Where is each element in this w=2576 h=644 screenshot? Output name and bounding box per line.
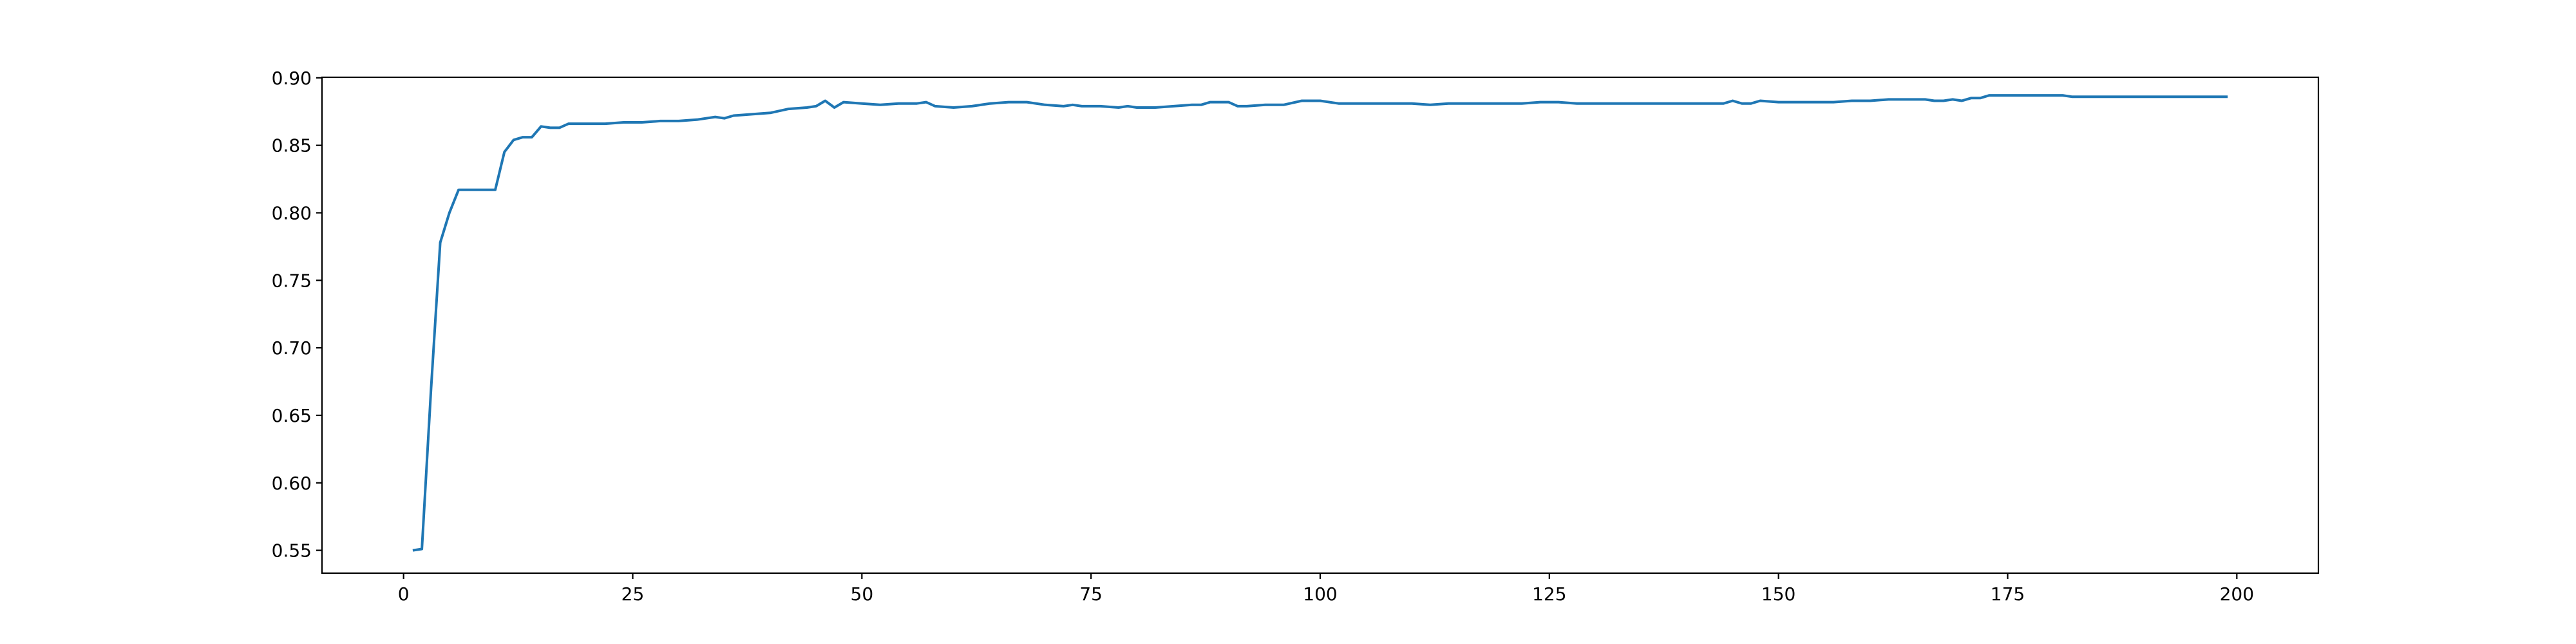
y-tick-label: 0.80 bbox=[272, 202, 312, 223]
y-tick-label: 0.75 bbox=[272, 270, 312, 291]
y-tick-label: 0.55 bbox=[272, 540, 312, 562]
x-tick-label: 50 bbox=[851, 583, 874, 605]
x-tick-label: 125 bbox=[1532, 583, 1566, 605]
x-tick-label: 175 bbox=[1991, 583, 2025, 605]
x-tick-label: 150 bbox=[1761, 583, 1795, 605]
series-line-1 bbox=[412, 94, 2228, 552]
axes-frame bbox=[321, 76, 2320, 574]
y-tick-label: 0.85 bbox=[272, 135, 312, 156]
y-tick-label: 0.70 bbox=[272, 337, 312, 359]
y-axis: 0.55 0.60 0.65 0.70 0.75 0.80 0.85 0.90 bbox=[272, 68, 322, 562]
y-tick-label: 0.90 bbox=[272, 68, 312, 89]
x-axis: 0 25 50 75 100 125 150 175 200 bbox=[398, 573, 2254, 605]
plot-area bbox=[412, 94, 2228, 552]
x-tick-label: 75 bbox=[1079, 583, 1103, 605]
y-tick-label: 0.60 bbox=[272, 473, 312, 494]
x-tick-label: 0 bbox=[398, 583, 410, 605]
y-tick-label: 0.65 bbox=[272, 405, 312, 426]
x-tick-label: 25 bbox=[621, 583, 645, 605]
x-tick-label: 200 bbox=[2220, 583, 2254, 605]
x-tick-label: 100 bbox=[1303, 583, 1337, 605]
